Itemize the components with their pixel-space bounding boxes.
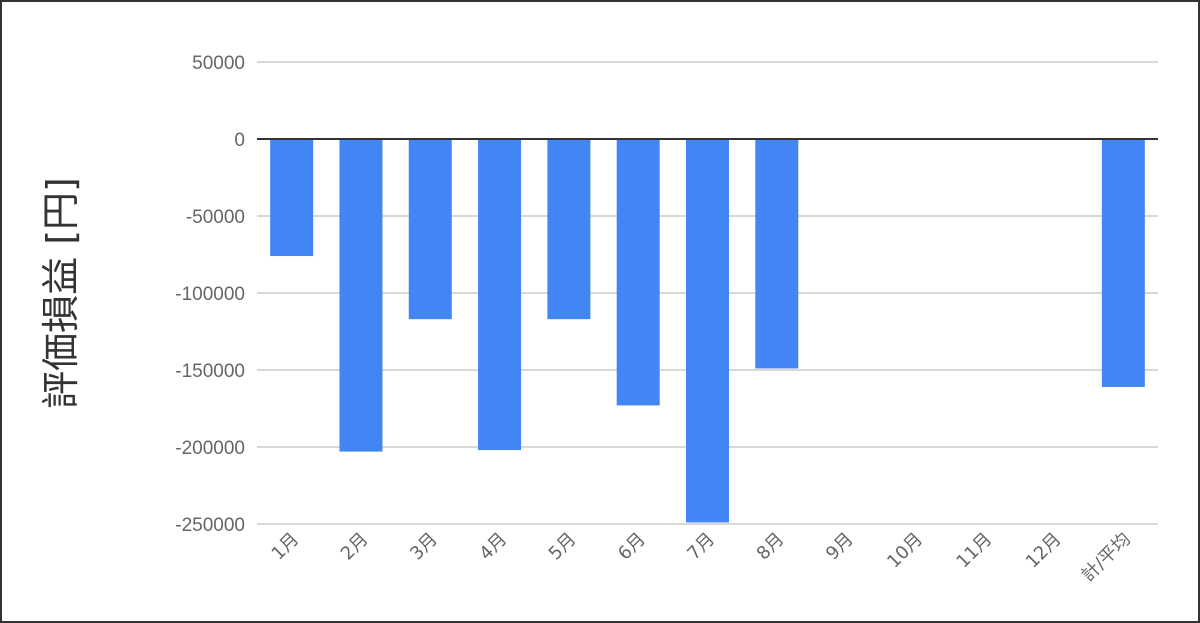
bar <box>408 139 452 320</box>
x-tick-label: 8月 <box>753 529 789 565</box>
y-tick-label: 0 <box>234 130 245 151</box>
y-tick-label: -250000 <box>175 515 245 536</box>
bar <box>547 139 591 320</box>
x-tick-label: 10月 <box>883 529 927 573</box>
bar <box>616 139 660 406</box>
bar <box>339 139 383 452</box>
x-tick-label: 11月 <box>952 529 996 573</box>
y-tick-labels: 50000 0 -50000 -100000 -150000 -200000 -250000 <box>175 53 245 536</box>
bar <box>478 139 522 451</box>
x-tick-labels: 1月 2月 3月 4月 5月 6月 7月 8月 9月 10月 11月 12月 計/平均 <box>268 529 1135 586</box>
y-tick-label: -150000 <box>175 361 245 382</box>
x-tick-label: 1月 <box>268 529 304 565</box>
bar <box>686 139 729 523</box>
x-tick-label: 3月 <box>406 529 442 565</box>
x-tick-label: 5月 <box>545 529 581 565</box>
y-tick-label: 50000 <box>192 53 245 74</box>
bar <box>1101 139 1145 387</box>
bar <box>755 139 799 369</box>
bars <box>270 139 1145 523</box>
x-tick-label: 2月 <box>337 529 373 565</box>
x-tick-label: 9月 <box>822 529 858 565</box>
x-tick-label: 4月 <box>475 529 511 565</box>
x-tick-label: 計/平均 <box>1078 529 1135 586</box>
bar <box>270 139 314 257</box>
x-tick-label: 6月 <box>614 529 650 565</box>
y-axis-title: 評価損益 [円] <box>39 177 83 409</box>
x-tick-label: 12月 <box>1022 529 1066 573</box>
y-tick-label: -100000 <box>175 284 245 305</box>
y-tick-label: -200000 <box>175 438 245 459</box>
y-tick-label: -50000 <box>186 207 245 228</box>
x-tick-label: 7月 <box>683 529 719 565</box>
